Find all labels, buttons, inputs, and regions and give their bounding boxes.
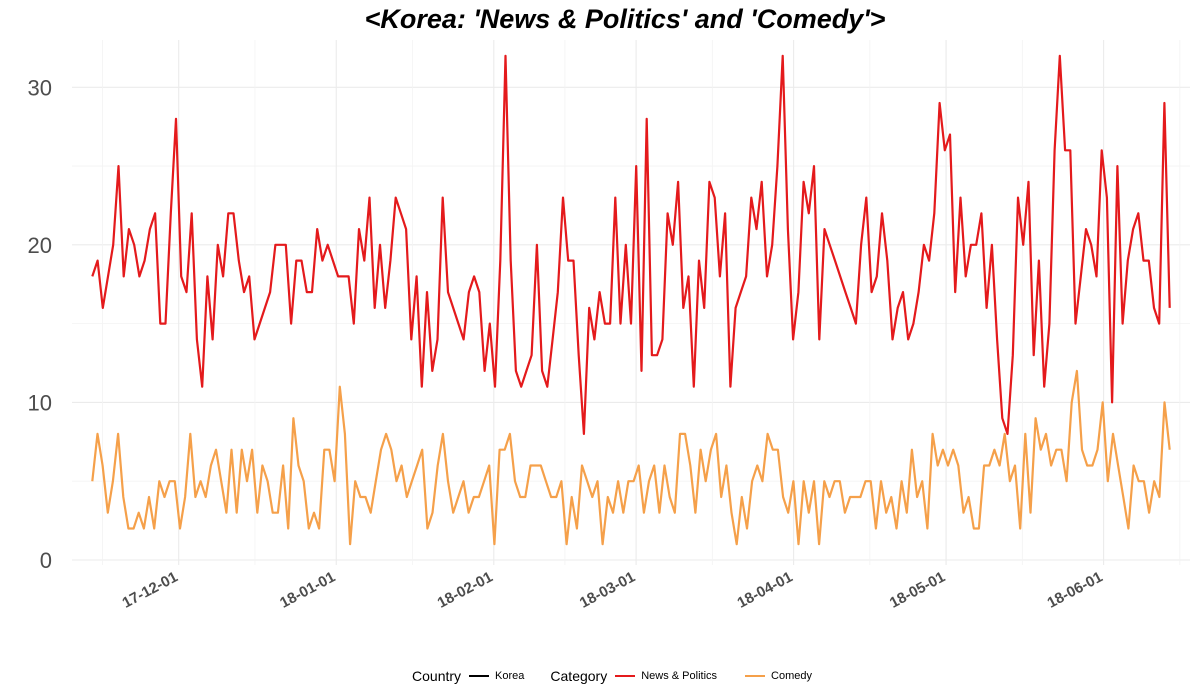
legend-category-title: Category xyxy=(550,668,608,684)
x-tick-label: 18-03-01 xyxy=(577,569,638,612)
grid-lines xyxy=(72,40,1190,565)
legend-comedy-key xyxy=(745,675,766,677)
y-tick-label: 20 xyxy=(28,233,52,258)
x-tick-label: 18-05-01 xyxy=(887,569,948,612)
y-axis-ticks: 0 10 20 30 xyxy=(28,75,52,573)
series-line-news-politics xyxy=(91,54,1171,435)
y-tick-label: 0 xyxy=(40,548,52,573)
legend-comedy-label: Comedy xyxy=(771,670,812,682)
x-axis-ticks: 17-12-01 18-01-01 18-02-01 18-03-01 18-04-01… xyxy=(120,569,1106,612)
line-chart: <Korea: 'News & Politics' and 'Comedy'> … xyxy=(28,4,1190,612)
legend: Country Korea Category News & Politics C… xyxy=(0,664,1200,688)
legend-korea-key xyxy=(469,675,490,677)
legend-korea-label: Korea xyxy=(495,670,525,682)
chart-title: <Korea: 'News & Politics' and 'Comedy'> xyxy=(365,4,886,34)
x-tick-label: 18-02-01 xyxy=(435,569,496,612)
x-tick-label: 18-04-01 xyxy=(734,569,795,612)
x-tick-label: 17-12-01 xyxy=(120,569,181,612)
legend-news-label: News & Politics xyxy=(641,670,718,682)
y-tick-label: 10 xyxy=(28,390,52,415)
series-line-comedy xyxy=(91,369,1171,546)
series-lines xyxy=(91,54,1171,546)
x-tick-label: 18-01-01 xyxy=(277,569,338,612)
legend-news-key xyxy=(615,675,636,677)
x-tick-label: 18-06-01 xyxy=(1044,569,1105,612)
y-tick-label: 30 xyxy=(28,75,52,100)
legend-country-title: Country xyxy=(412,668,462,684)
